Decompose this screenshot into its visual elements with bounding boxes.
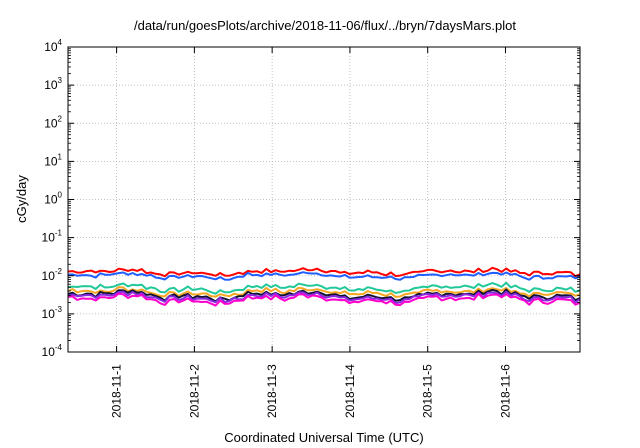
x-tick-label: 2018-11-2 bbox=[187, 364, 201, 418]
y-tick-label: 102 bbox=[44, 114, 62, 130]
series-line bbox=[67, 266, 581, 278]
x-tick-label: 2018-11-5 bbox=[421, 364, 435, 418]
y-tick-label: 10-4 bbox=[42, 343, 63, 359]
x-tick-label: 2018-11-1 bbox=[110, 364, 124, 418]
chart-title: /data/run/goesPlots/archive/2018-11-06/f… bbox=[134, 18, 516, 33]
y-axis-label: cGy/day bbox=[14, 175, 29, 223]
y-tick-label: 10-3 bbox=[42, 305, 63, 321]
series-group bbox=[67, 266, 581, 307]
y-tick-label: 100 bbox=[44, 191, 62, 207]
y-tick-label: 10-1 bbox=[42, 229, 63, 245]
series-line bbox=[67, 281, 581, 295]
grid bbox=[68, 47, 580, 352]
series-line bbox=[67, 290, 581, 305]
series-line bbox=[67, 288, 581, 303]
x-tick-label: 2018-11-3 bbox=[265, 364, 279, 418]
x-tick-label: 2018-11-4 bbox=[343, 364, 357, 418]
x-axis: 2018-11-1 2018-11-2 2018-11-3 2018-11-4 2018… bbox=[110, 47, 512, 418]
y-tick-label: 10-2 bbox=[42, 267, 63, 283]
series-line bbox=[67, 286, 581, 298]
y-axis: 10-4 10-3 10-2 10-1 100 101 102 103 104 bbox=[42, 38, 580, 359]
x-axis-label: Coordinated Universal Time (UTC) bbox=[224, 430, 423, 445]
series-line bbox=[67, 292, 581, 307]
y-tick-label: 104 bbox=[44, 38, 62, 54]
y-tick-label: 101 bbox=[44, 152, 62, 168]
x-tick-label: 2018-11-6 bbox=[498, 364, 512, 418]
y-tick-label: 103 bbox=[44, 76, 62, 92]
series-line bbox=[67, 271, 581, 281]
